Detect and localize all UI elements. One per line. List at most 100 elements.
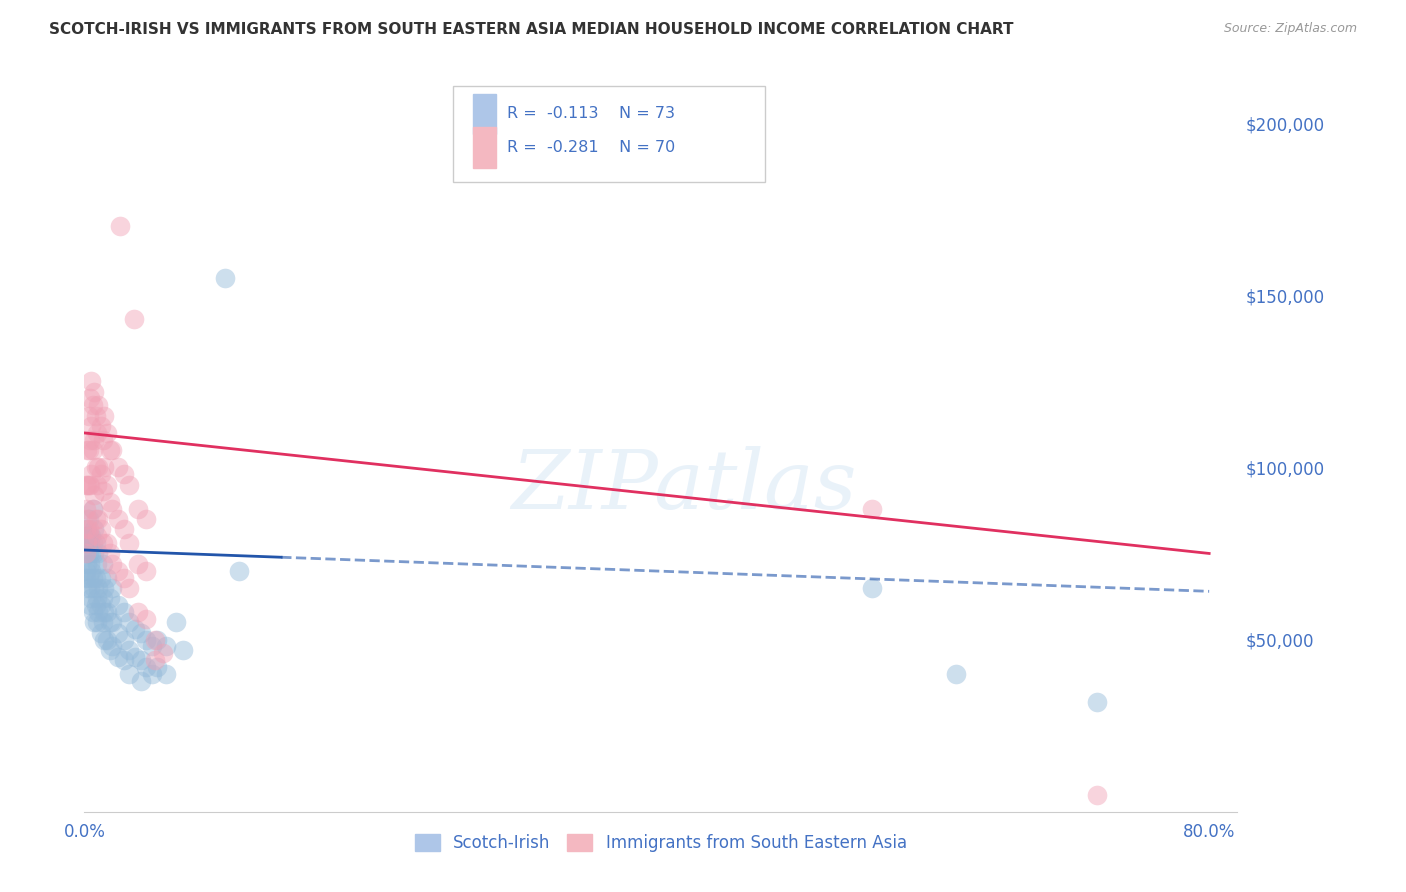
Point (84, 409, 107, 423)
Point (96, 536, 118, 550)
Point (75, 546, 97, 560)
Point (87, 398, 110, 412)
Point (155, 667, 177, 681)
Point (101, 557, 124, 571)
Point (90, 598, 112, 612)
Point (124, 622, 146, 636)
Point (112, 605, 135, 619)
Point (112, 632, 135, 647)
Point (86, 477, 108, 491)
Point (75, 522, 97, 536)
Point (87, 546, 110, 560)
Point (129, 653, 152, 667)
Point (143, 632, 166, 647)
Point (87, 581, 110, 595)
Point (112, 522, 135, 536)
Point (83, 433, 105, 447)
Point (79, 581, 101, 595)
Point (83, 522, 105, 536)
Point (90, 625, 112, 640)
Point (98, 546, 121, 560)
Point (118, 615, 141, 630)
Point (127, 501, 149, 516)
Point (75, 529, 97, 543)
Point (98, 495, 121, 509)
Point (146, 660, 169, 674)
Point (93, 460, 115, 475)
Point (101, 443, 124, 458)
Point (129, 625, 152, 640)
Point (101, 640, 124, 654)
FancyBboxPatch shape (453, 87, 765, 183)
Point (127, 557, 149, 571)
Point (228, 564, 250, 578)
Point (90, 419, 112, 434)
Point (79, 557, 101, 571)
Point (84, 536, 107, 550)
Point (83, 615, 105, 630)
Point (91, 433, 114, 447)
Point (118, 477, 141, 491)
Point (143, 653, 166, 667)
Point (98, 615, 121, 630)
Point (214, 271, 236, 285)
Point (79, 529, 101, 543)
Point (82, 501, 104, 516)
Point (101, 581, 124, 595)
Point (76, 581, 98, 595)
Point (1085, 694, 1108, 708)
Point (127, 605, 149, 619)
Point (76, 512, 98, 526)
Point (93, 632, 115, 647)
Point (76, 536, 98, 550)
Point (107, 625, 129, 640)
Point (87, 605, 110, 619)
Point (77, 529, 100, 543)
Point (76, 477, 98, 491)
Point (108, 219, 131, 234)
Point (80, 591, 103, 606)
Point (165, 615, 187, 630)
Point (112, 653, 135, 667)
Point (77, 512, 100, 526)
Point (76, 557, 98, 571)
Point (77, 570, 100, 584)
Point (77, 477, 100, 491)
Point (172, 643, 194, 657)
Point (146, 632, 169, 647)
Point (82, 443, 104, 458)
Point (96, 425, 118, 440)
Text: SCOTCH-IRISH VS IMMIGRANTS FROM SOUTH EASTERN ASIA MEDIAN HOUSEHOLD INCOME CORRE: SCOTCH-IRISH VS IMMIGRANTS FROM SOUTH EA… (49, 22, 1014, 37)
Point (80, 529, 103, 543)
Point (83, 581, 105, 595)
Text: Source: ZipAtlas.com: Source: ZipAtlas.com (1223, 22, 1357, 36)
Point (96, 632, 118, 647)
Point (107, 598, 129, 612)
Point (860, 501, 883, 516)
Point (96, 570, 118, 584)
Point (118, 643, 141, 657)
Point (75, 564, 97, 578)
Point (860, 581, 883, 595)
Point (77, 443, 100, 458)
Point (118, 536, 141, 550)
Point (83, 384, 105, 399)
Point (135, 660, 157, 674)
Point (75, 546, 97, 560)
Point (75, 477, 97, 491)
Point (90, 522, 112, 536)
Point (83, 546, 105, 560)
Point (91, 615, 114, 630)
Point (75, 501, 97, 516)
Point (112, 570, 135, 584)
Point (84, 570, 107, 584)
Point (77, 522, 100, 536)
Point (112, 467, 135, 482)
Point (80, 467, 103, 482)
Point (122, 312, 145, 326)
Point (82, 570, 104, 584)
Point (87, 460, 110, 475)
Point (91, 557, 114, 571)
Point (84, 512, 107, 526)
Text: R =  -0.281    N = 70: R = -0.281 N = 70 (508, 140, 676, 154)
